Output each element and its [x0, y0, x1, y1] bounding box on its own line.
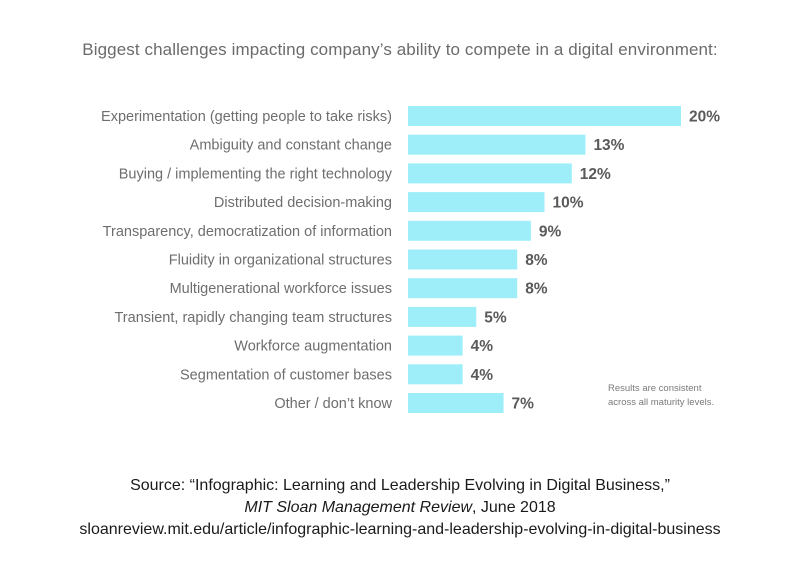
bar: [408, 393, 504, 413]
category-label: Multigenerational workforce issues: [170, 281, 392, 297]
category-label: Transient, rapidly changing team structu…: [114, 310, 392, 326]
source-publication: MIT Sloan Management Review: [244, 499, 473, 516]
note: Results are consistent across all maturi…: [608, 382, 768, 410]
value-label: 8%: [525, 281, 548, 298]
category-label: Buying / implementing the right technolo…: [119, 166, 393, 182]
bar: [408, 364, 463, 385]
category-label: Experimentation (getting people to take …: [101, 109, 392, 125]
value-label: 10%: [553, 195, 584, 212]
value-label: 13%: [593, 137, 624, 154]
value-label: 20%: [689, 109, 720, 126]
bar: [408, 220, 531, 241]
category-label: Ambiguity and constant change: [190, 138, 392, 154]
category-label: Other / don’t know: [274, 396, 392, 412]
value-label: 12%: [580, 166, 611, 183]
bar: [408, 278, 518, 299]
bar: [408, 192, 545, 213]
value-label: 9%: [539, 223, 562, 240]
bar: [408, 163, 572, 184]
bar: [408, 306, 477, 327]
category-label: Transparency, democratization of informa…: [103, 224, 392, 240]
chart-title: Biggest challenges impacting company’s a…: [82, 40, 718, 59]
value-label: 7%: [512, 396, 535, 413]
note-line-2: across all maturity levels.: [608, 397, 715, 408]
category-label: Distributed decision-making: [214, 195, 392, 211]
value-label: 4%: [471, 367, 494, 384]
value-label: 5%: [484, 309, 507, 326]
source-citation: Source: “Infographic: Learning and Leade…: [0, 475, 800, 541]
source-line-2: MIT Sloan Management Review, June 2018: [0, 497, 800, 519]
source-line-1: Source: “Infographic: Learning and Leade…: [130, 477, 670, 494]
category-label: Segmentation of customer bases: [180, 367, 392, 383]
bar: [408, 249, 518, 270]
category-label: Fluidity in organizational structures: [169, 253, 392, 269]
value-label: 8%: [525, 252, 548, 269]
bar: [408, 335, 463, 356]
bar: [408, 106, 681, 126]
source-url: sloanreview.mit.edu/article/infographic-…: [79, 521, 721, 538]
category-label: Workforce augmentation: [234, 339, 392, 355]
value-label: 4%: [471, 338, 494, 355]
bar: [408, 134, 586, 155]
note-line-1: Results are consistent: [608, 383, 702, 394]
source-date: , June 2018: [472, 499, 556, 516]
